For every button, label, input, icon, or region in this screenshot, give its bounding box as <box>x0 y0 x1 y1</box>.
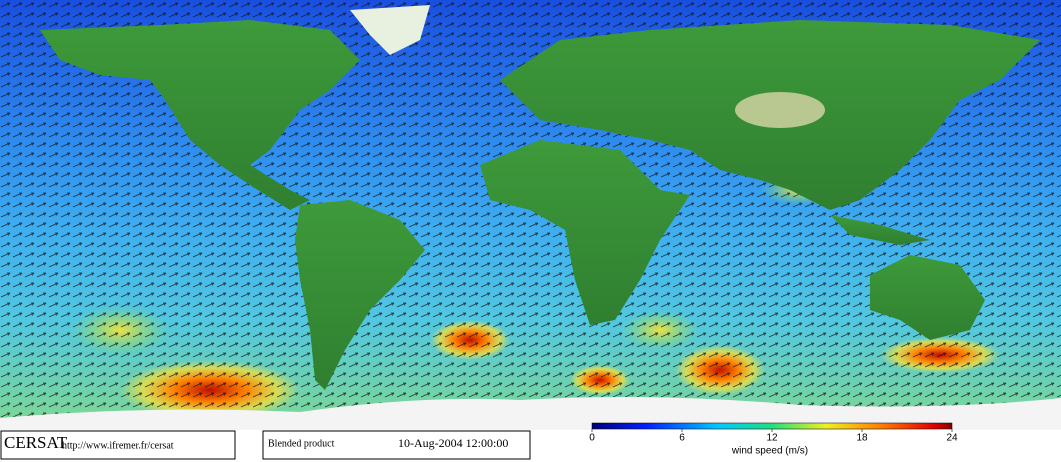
colorbar-tick-label: 18 <box>856 433 868 444</box>
colorbar-tick-label: 6 <box>679 433 685 444</box>
colorbar-tick-label: 12 <box>766 433 778 444</box>
colorbar-tick-label: 24 <box>946 433 958 444</box>
url: http://www.ifremer.fr/cersat <box>62 440 174 451</box>
colorbar-tick-label: 0 <box>589 433 595 444</box>
product: Blended product <box>268 438 335 449</box>
product-box <box>262 430 531 460</box>
timestamp: 10-Aug-2004 12:00:00 <box>398 436 508 450</box>
antarctica <box>0 396 1061 430</box>
logo-box <box>0 430 236 460</box>
colorbar-label: wind speed (m/s) <box>731 446 808 457</box>
continents <box>40 5 1040 390</box>
colorbar <box>591 422 953 430</box>
logo: CERSAT <box>4 433 68 452</box>
